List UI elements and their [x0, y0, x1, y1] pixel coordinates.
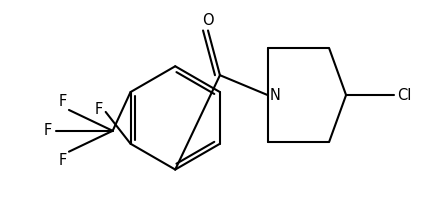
Text: F: F	[59, 153, 67, 168]
Text: F: F	[59, 94, 67, 109]
Text: O: O	[202, 13, 214, 28]
Text: N: N	[269, 88, 280, 103]
Text: F: F	[94, 102, 103, 117]
Text: F: F	[44, 123, 52, 138]
Text: Cl: Cl	[397, 88, 411, 103]
